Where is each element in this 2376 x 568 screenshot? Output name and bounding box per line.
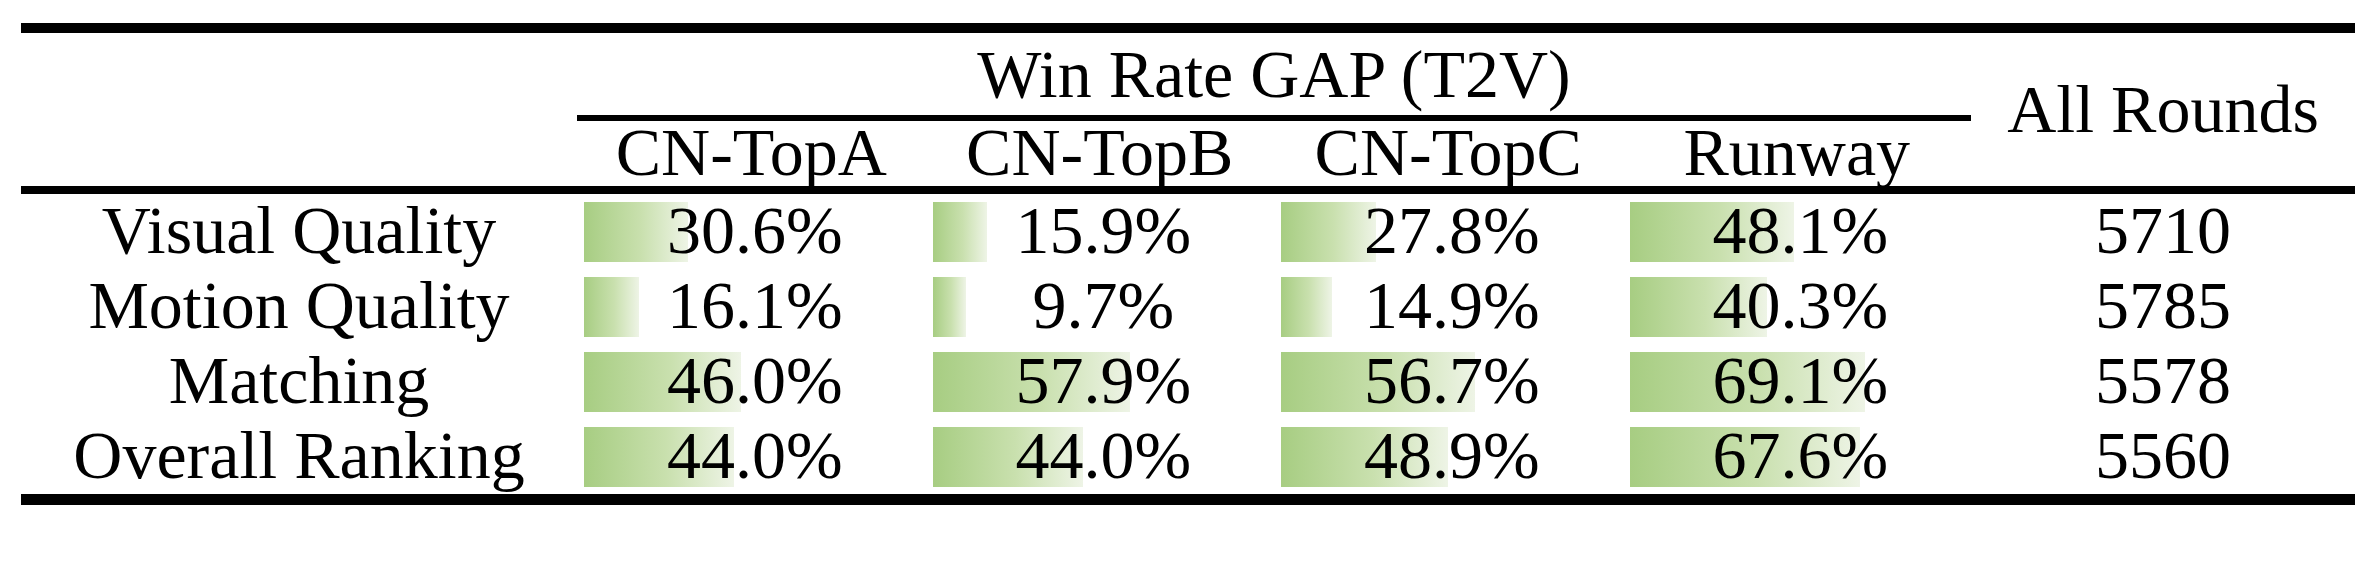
column-header-cn-topb: CN-TopB [926,121,1275,186]
win-rate-value: 27.8% [1281,194,1623,269]
win-rate-value: 14.9% [1281,269,1623,344]
table-row-matching: Matching 46.0% 57.9% 56.7% 69.1% 5578 [21,344,2355,419]
win-rate-value: 40.3% [1630,269,1972,344]
data-cell: 16.1% [577,269,926,344]
win-rate-value: 67.6% [1630,419,1972,494]
all-rounds-value: 5785 [1971,269,2355,344]
table-top-rule [21,23,2355,33]
header-spacer [21,121,577,186]
row-label: Overall Ranking [21,419,577,494]
data-cell: 9.7% [926,269,1275,344]
win-rate-value: 44.0% [584,419,926,494]
table-row-overall-ranking: Overall Ranking 44.0% 44.0% 48.9% 67.6% … [21,419,2355,494]
table-header: Win Rate GAP (T2V) All Rounds CN-TopA CN… [21,33,2355,186]
data-cell: 56.7% [1274,344,1623,419]
table-row-motion-quality: Motion Quality 16.1% 9.7% 14.9% 40.3% 57… [21,269,2355,344]
data-cell: 40.3% [1623,269,1972,344]
win-rate-value: 57.9% [933,344,1275,419]
data-cell: 48.1% [1623,194,1972,269]
win-rate-value: 48.1% [1630,194,1972,269]
win-rate-value: 15.9% [933,194,1275,269]
win-rate-value: 9.7% [933,269,1275,344]
all-rounds-value: 5560 [1971,419,2355,494]
all-rounds-value: 5578 [1971,344,2355,419]
column-header-cn-topc: CN-TopC [1274,121,1623,186]
data-cell: 69.1% [1623,344,1972,419]
span-header-win-rate-gap: Win Rate GAP (T2V) [577,33,1971,115]
data-cell: 48.9% [1274,419,1623,494]
column-header-all-rounds: All Rounds [1971,33,2355,186]
win-rate-value: 48.9% [1281,419,1623,494]
header-spacer [21,33,577,115]
row-label: Matching [21,344,577,419]
win-rate-value: 69.1% [1630,344,1972,419]
column-header-runway: Runway [1623,121,1972,186]
row-label: Motion Quality [21,269,577,344]
table-row-visual-quality: Visual Quality 30.6% 15.9% 27.8% 48.1% 5… [21,194,2355,269]
data-cell: 44.0% [926,419,1275,494]
data-cell: 30.6% [577,194,926,269]
data-cell: 27.8% [1274,194,1623,269]
data-cell: 67.6% [1623,419,1972,494]
data-cell: 57.9% [926,344,1275,419]
results-table: Win Rate GAP (T2V) All Rounds CN-TopA CN… [21,23,2355,505]
row-label: Visual Quality [21,194,577,269]
data-cell: 15.9% [926,194,1275,269]
win-rate-value: 56.7% [1281,344,1623,419]
data-cell: 14.9% [1274,269,1623,344]
paper-table-figure: Win Rate GAP (T2V) All Rounds CN-TopA CN… [0,0,2376,568]
data-cell: 44.0% [577,419,926,494]
win-rate-value: 30.6% [584,194,926,269]
all-rounds-value: 5710 [1971,194,2355,269]
table-bottom-rule [21,494,2355,505]
win-rate-value: 44.0% [933,419,1275,494]
column-header-cn-topa: CN-TopA [577,121,926,186]
win-rate-value: 16.1% [584,269,926,344]
data-cell: 46.0% [577,344,926,419]
win-rate-value: 46.0% [584,344,926,419]
